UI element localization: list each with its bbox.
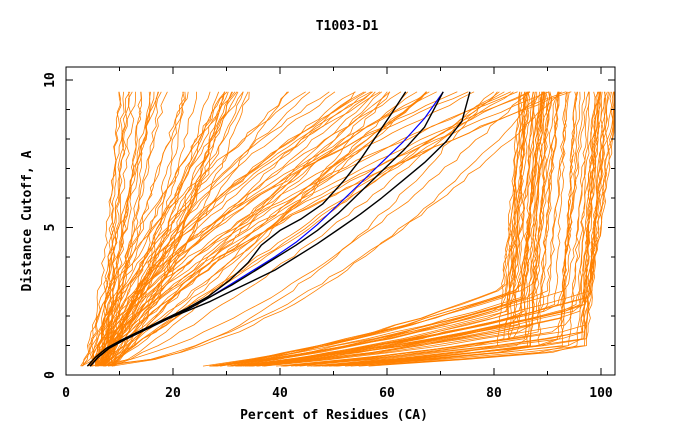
chart-title: T1003-D1 <box>316 19 379 34</box>
model-line <box>108 91 311 367</box>
model-line <box>110 91 383 367</box>
model-line <box>96 91 418 367</box>
model-line <box>101 91 458 367</box>
model-line <box>105 91 225 367</box>
model-line <box>101 91 220 367</box>
model-line <box>230 91 530 367</box>
model-line <box>314 91 548 367</box>
model-line <box>94 91 373 367</box>
y-axis-label: Distance Cutoff, A <box>20 150 35 291</box>
plot-frame <box>65 66 616 376</box>
model-line <box>105 91 131 367</box>
model-line <box>368 91 590 367</box>
model-line <box>307 91 606 367</box>
model-line <box>333 91 544 367</box>
model-line <box>322 91 585 367</box>
model-line <box>249 91 603 367</box>
model-line <box>209 91 546 367</box>
x-axis-ticks: 0 20 40 60 80 100 <box>62 67 613 401</box>
model-line <box>107 91 391 367</box>
model-line <box>109 91 530 367</box>
model-line <box>80 91 122 367</box>
model-line <box>94 91 402 367</box>
model-line <box>102 91 530 367</box>
model-line <box>92 91 289 367</box>
reference-line <box>86 91 407 367</box>
y-tick-label: 0 <box>43 371 58 379</box>
x-tick-label: 60 <box>379 386 395 401</box>
model-line <box>104 91 355 367</box>
model-line <box>219 91 561 367</box>
reference-model-lines <box>86 91 471 367</box>
model-line <box>228 91 615 367</box>
model-line <box>111 91 498 367</box>
x-tick-label: 100 <box>589 386 613 401</box>
model-line <box>92 91 155 367</box>
model-line <box>110 91 518 367</box>
model-line <box>245 91 579 367</box>
model-line <box>81 91 244 367</box>
model-line <box>209 91 544 367</box>
model-line <box>94 91 511 367</box>
model-line <box>86 91 427 367</box>
model-line <box>350 91 590 367</box>
model-line <box>210 91 570 367</box>
model-line <box>215 91 538 367</box>
model-line <box>231 91 521 367</box>
x-tick-label: 20 <box>165 386 181 401</box>
model-line <box>315 91 598 367</box>
model-line <box>97 91 250 367</box>
model-line <box>276 91 614 367</box>
x-axis-label: Percent of Residues (CA) <box>240 408 428 423</box>
y-axis-ticks: 0 5 10 <box>43 72 615 379</box>
model-line <box>101 91 185 367</box>
model-line <box>94 91 545 367</box>
x-tick-label: 40 <box>272 386 288 401</box>
model-line <box>280 91 528 367</box>
y-tick-label: 10 <box>43 72 58 88</box>
model-line <box>90 91 531 367</box>
model-line <box>229 91 525 367</box>
model-line <box>345 91 607 367</box>
model-line <box>328 91 615 367</box>
model-line <box>112 91 225 367</box>
model-line <box>97 91 168 367</box>
model-line <box>104 91 162 367</box>
y-tick-label: 5 <box>43 224 58 232</box>
model-line <box>249 91 609 367</box>
model-line <box>98 91 151 367</box>
model-line <box>328 91 559 367</box>
model-line <box>282 91 545 367</box>
model-line <box>237 91 590 367</box>
reference-line <box>89 91 471 367</box>
model-line <box>103 91 562 367</box>
model-line <box>212 91 531 367</box>
model-line <box>94 91 249 367</box>
model-line <box>108 91 505 367</box>
model-line <box>263 91 600 367</box>
model-line <box>102 91 151 367</box>
model-line <box>81 91 244 367</box>
model-line <box>96 91 142 367</box>
model-line <box>324 91 578 367</box>
x-tick-label: 0 <box>62 386 70 401</box>
model-line <box>291 91 536 367</box>
model-line <box>282 91 560 367</box>
model-line <box>82 91 236 367</box>
model-line <box>111 91 495 367</box>
model-line <box>335 91 581 367</box>
model-line <box>212 91 559 367</box>
model-line <box>105 91 409 367</box>
model-line <box>97 91 121 367</box>
x-tick-label: 80 <box>486 386 502 401</box>
background-model-lines <box>80 91 615 367</box>
